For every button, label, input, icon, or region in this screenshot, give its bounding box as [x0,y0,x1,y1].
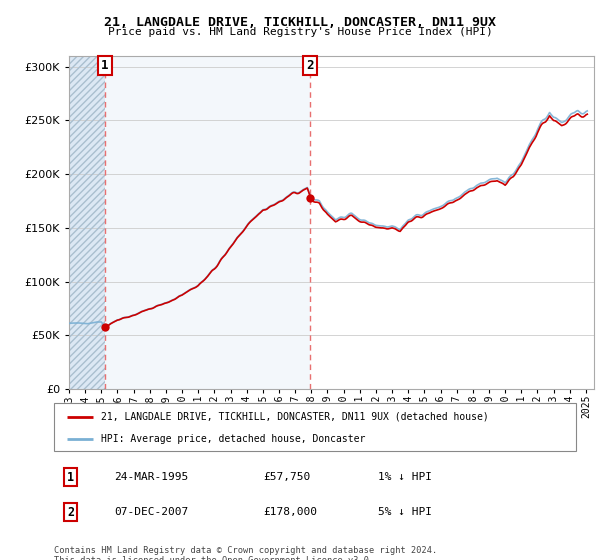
Text: 24-MAR-1995: 24-MAR-1995 [114,473,188,482]
Text: Price paid vs. HM Land Registry's House Price Index (HPI): Price paid vs. HM Land Registry's House … [107,27,493,37]
Bar [69,56,105,389]
Text: 1% ↓ HPI: 1% ↓ HPI [377,473,431,482]
Text: 5% ↓ HPI: 5% ↓ HPI [377,507,431,517]
Text: £178,000: £178,000 [263,507,317,517]
Bar [105,56,310,389]
Text: 1: 1 [101,59,109,72]
Text: £57,750: £57,750 [263,473,310,482]
Text: 2: 2 [307,59,314,72]
Text: 2: 2 [67,506,74,519]
Bar [69,56,105,389]
Text: 21, LANGDALE DRIVE, TICKHILL, DONCASTER, DN11 9UX: 21, LANGDALE DRIVE, TICKHILL, DONCASTER,… [104,16,496,29]
Text: Contains HM Land Registry data © Crown copyright and database right 2024.
This d: Contains HM Land Registry data © Crown c… [54,546,437,560]
Text: 1: 1 [67,471,74,484]
Text: 21, LANGDALE DRIVE, TICKHILL, DONCASTER, DN11 9UX (detached house): 21, LANGDALE DRIVE, TICKHILL, DONCASTER,… [101,412,489,422]
Text: 07-DEC-2007: 07-DEC-2007 [114,507,188,517]
FancyBboxPatch shape [54,403,576,451]
Text: HPI: Average price, detached house, Doncaster: HPI: Average price, detached house, Donc… [101,434,365,444]
